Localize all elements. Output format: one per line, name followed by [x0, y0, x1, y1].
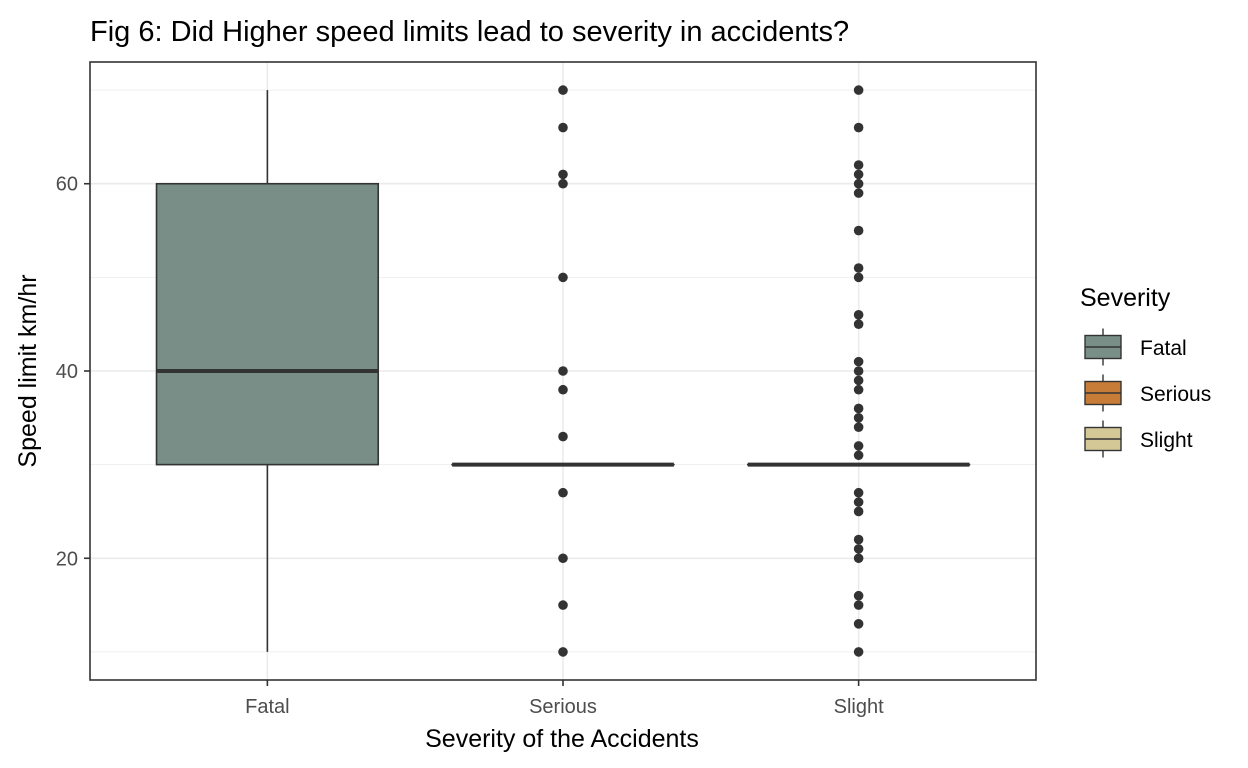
outlier-point [558, 122, 568, 133]
outlier-point [853, 366, 864, 376]
legend-label: Slight [1140, 429, 1193, 452]
outlier-point [853, 178, 864, 189]
outlier-point [853, 169, 864, 180]
y-tick-label: 60 [56, 174, 78, 196]
outlier-point [853, 544, 864, 554]
outlier-point [558, 169, 568, 180]
outlier-point [853, 272, 864, 283]
outlier-point [853, 122, 864, 133]
box-fatal [155, 90, 380, 652]
outlier-point [853, 356, 864, 367]
outlier-point [853, 85, 864, 95]
outlier-point [558, 366, 568, 376]
chart-title: Fig 6: Did Higher speed limits lead to s… [90, 16, 849, 48]
outlier-point [853, 413, 864, 423]
outlier-point [853, 553, 864, 564]
outlier-point [853, 450, 864, 461]
outlier-point [853, 160, 864, 170]
outlier-point [853, 319, 864, 329]
outlier-points [558, 85, 864, 657]
x-tick-label: Slight [834, 696, 884, 718]
outlier-point [853, 441, 864, 451]
legend-label: Fatal [1140, 337, 1187, 360]
outlier-point [558, 431, 568, 442]
legend-title: Severity [1080, 284, 1171, 312]
outlier-point [853, 487, 864, 498]
outlier-point [853, 375, 864, 386]
outlier-point [853, 590, 864, 601]
outlier-point [558, 178, 568, 189]
outlier-point [853, 422, 864, 432]
outlier-point [558, 272, 568, 283]
y-tick-label: 40 [56, 361, 78, 383]
boxes [155, 90, 971, 652]
outlier-point [853, 384, 864, 395]
legend-keys: Fatal Serious Slight [1084, 328, 1211, 458]
outlier-point [853, 506, 864, 517]
outlier-point [558, 553, 568, 564]
y-axis-title: Speed limit km/hr [14, 274, 42, 467]
outlier-point [853, 497, 864, 507]
x-axis: Fatal Serious Slight [245, 680, 884, 718]
outlier-point [853, 600, 864, 610]
outlier-point [853, 225, 864, 236]
outlier-point [853, 403, 864, 414]
outlier-point [558, 487, 568, 498]
box-body [155, 182, 380, 466]
legend-key-fatal: Fatal [1084, 328, 1187, 366]
outlier-point [558, 85, 568, 95]
outlier-point [558, 647, 568, 657]
legend: Severity Fatal Serious Slight [1080, 284, 1211, 458]
outlier-point [853, 534, 864, 545]
x-tick-label: Fatal [245, 696, 289, 718]
y-axis: 20 40 60 [56, 174, 90, 570]
legend-key-slight: Slight [1084, 420, 1193, 458]
legend-label: Serious [1140, 383, 1211, 406]
outlier-point [853, 647, 864, 657]
outlier-point [558, 600, 568, 610]
outlier-point [558, 384, 568, 395]
x-tick-label: Serious [529, 696, 597, 718]
y-tick-label: 20 [56, 548, 78, 570]
outlier-point [853, 263, 864, 273]
x-axis-title: Severity of the Accidents [425, 725, 699, 753]
outlier-point [853, 619, 864, 629]
legend-key-serious: Serious [1084, 374, 1211, 412]
outlier-point [853, 310, 864, 320]
outlier-point [853, 188, 864, 198]
